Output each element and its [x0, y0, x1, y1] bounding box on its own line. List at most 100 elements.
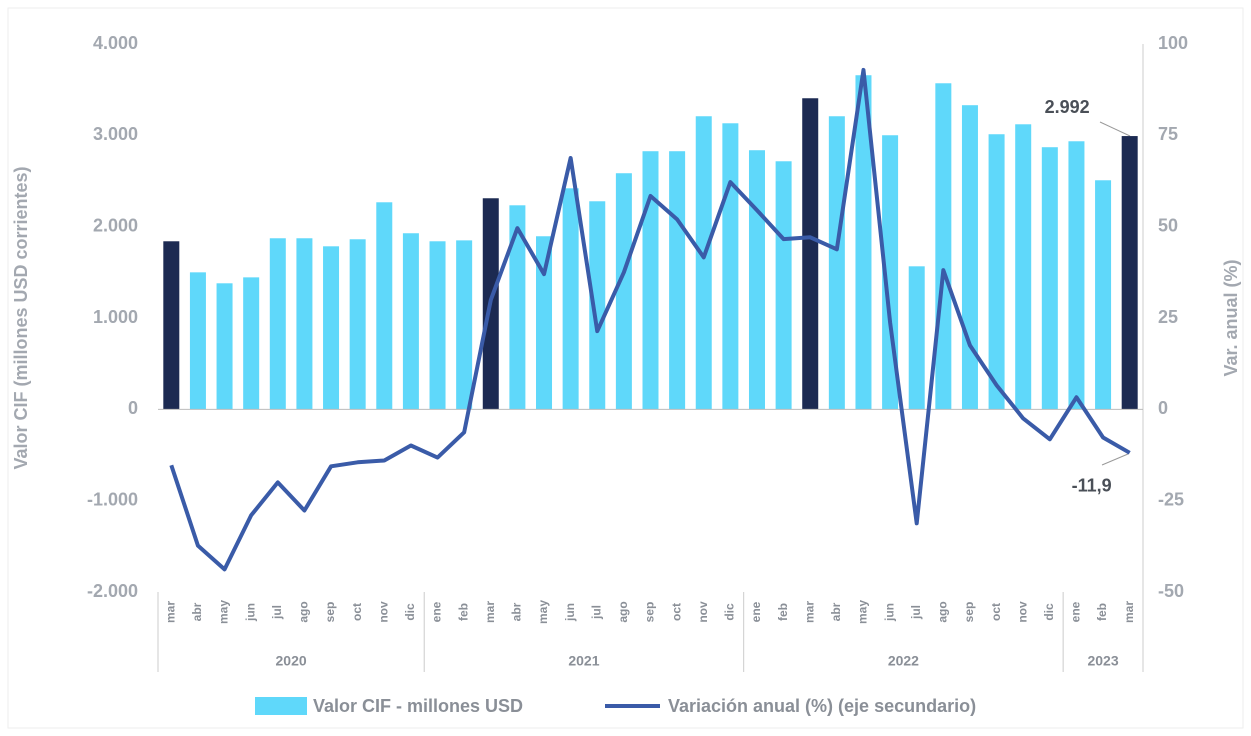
- group-label: 2023: [1087, 653, 1118, 669]
- bar: [961, 105, 978, 410]
- x-tick-label: jul: [589, 605, 603, 620]
- y-axis-title: Valor CIF (millones USD corrientes): [11, 166, 31, 469]
- x-tick-label: ene: [430, 601, 444, 622]
- bar: [748, 150, 765, 410]
- bar: [1095, 180, 1112, 410]
- bar: [828, 116, 845, 410]
- legend-label: Variación anual (%) (eje secundario): [668, 696, 976, 716]
- bar: [402, 233, 419, 410]
- y2-tick-label: 75: [1158, 124, 1178, 144]
- x-tick-label: abr: [510, 602, 524, 621]
- bar: [509, 205, 526, 410]
- y2-tick-label: 25: [1158, 307, 1178, 327]
- bar: [695, 116, 712, 410]
- x-tick-label: nov: [1015, 601, 1029, 623]
- x-tick-label: jun: [882, 603, 896, 622]
- y2-tick-label: -25: [1158, 489, 1184, 509]
- bar: [1041, 147, 1058, 410]
- x-tick-label: ene: [749, 601, 763, 622]
- bar: [669, 151, 686, 410]
- x-tick-label: ene: [1069, 601, 1083, 622]
- bar: [935, 83, 952, 410]
- x-tick-label: oct: [989, 603, 1003, 621]
- x-tick-label: may: [856, 600, 870, 624]
- x-tick-label: jun: [243, 603, 257, 622]
- bar: [216, 283, 233, 410]
- group-label: 2021: [568, 653, 599, 669]
- group-label: 2022: [888, 653, 919, 669]
- x-tick-label: mar: [483, 601, 497, 623]
- bar: [349, 239, 366, 410]
- x-tick-label: may: [217, 600, 231, 624]
- x-tick-label: feb: [1095, 603, 1109, 621]
- bar: [189, 272, 206, 410]
- y-tick-label: 3.000: [93, 124, 138, 144]
- bar: [243, 277, 260, 410]
- x-tick-label: mar: [802, 601, 816, 623]
- x-tick-label: ago: [936, 601, 950, 622]
- bar: [429, 241, 446, 410]
- bar: [589, 201, 606, 410]
- bar: [376, 202, 393, 410]
- bar: [908, 266, 925, 410]
- x-tick-label: mar: [1122, 601, 1136, 623]
- x-tick-label: feb: [456, 603, 470, 621]
- line: [169, 67, 1131, 572]
- x-tick-label: mar: [163, 601, 177, 623]
- bar: [802, 98, 819, 410]
- x-tick-label: sep: [643, 602, 657, 623]
- bar: [988, 134, 1005, 410]
- y2-axis-title: Var. anual (%): [1221, 259, 1241, 376]
- y-tick-label: 4.000: [93, 33, 138, 53]
- x-tick-label: abr: [829, 602, 843, 621]
- y2-tick-label: 100: [1158, 33, 1188, 53]
- x-tick-label: ago: [297, 601, 311, 622]
- bar: [296, 238, 313, 410]
- x-tick-label: ago: [616, 601, 630, 622]
- x-tick-label: jul: [270, 605, 284, 620]
- bar: [323, 246, 340, 410]
- x-tick-label: nov: [696, 601, 710, 623]
- group-label: 2020: [276, 653, 307, 669]
- x-tick-label: jul: [909, 605, 923, 620]
- x-tick-label: jun: [563, 603, 577, 622]
- bar: [1121, 136, 1138, 410]
- bar: [536, 236, 553, 410]
- bar: [615, 173, 632, 410]
- y-tick-label: -1.000: [87, 489, 138, 509]
- x-tick-label: sep: [323, 602, 337, 623]
- y2-tick-label: -50: [1158, 581, 1184, 601]
- x-tick-label: dic: [403, 603, 417, 621]
- x-tick-label: nov: [376, 601, 390, 623]
- leader-line: [1099, 121, 1131, 137]
- bar: [456, 240, 473, 410]
- y-tick-label: 1.000: [93, 307, 138, 327]
- bar: [1015, 124, 1032, 410]
- bar: [722, 123, 739, 410]
- legend-label: Valor CIF - millones USD: [313, 696, 523, 716]
- bar: [562, 188, 579, 410]
- x-tick-label: sep: [962, 602, 976, 623]
- leader-line: [1101, 453, 1129, 466]
- x-tick-label: oct: [669, 603, 683, 621]
- x-tick-label: dic: [723, 603, 737, 621]
- legend-swatch: [255, 697, 307, 715]
- x-tick-label: dic: [1042, 603, 1056, 621]
- bar: [642, 151, 659, 410]
- y-tick-label: -2.000: [87, 581, 138, 601]
- y-tick-label: 2.000: [93, 215, 138, 235]
- bar: [1068, 141, 1085, 410]
- x-tick-label: oct: [350, 603, 364, 621]
- x-tick-label: feb: [776, 603, 790, 621]
- data-label: -11,9: [1072, 476, 1112, 496]
- bar: [855, 75, 872, 410]
- y2-tick-label: 50: [1158, 215, 1178, 235]
- y-tick-label: 0: [128, 398, 138, 418]
- bar: [269, 238, 286, 410]
- x-tick-label: may: [536, 600, 550, 624]
- y2-tick-label: 0: [1158, 398, 1168, 418]
- bar: [775, 161, 792, 410]
- data-label: 2.992: [1045, 97, 1090, 117]
- x-tick-label: abr: [190, 602, 204, 621]
